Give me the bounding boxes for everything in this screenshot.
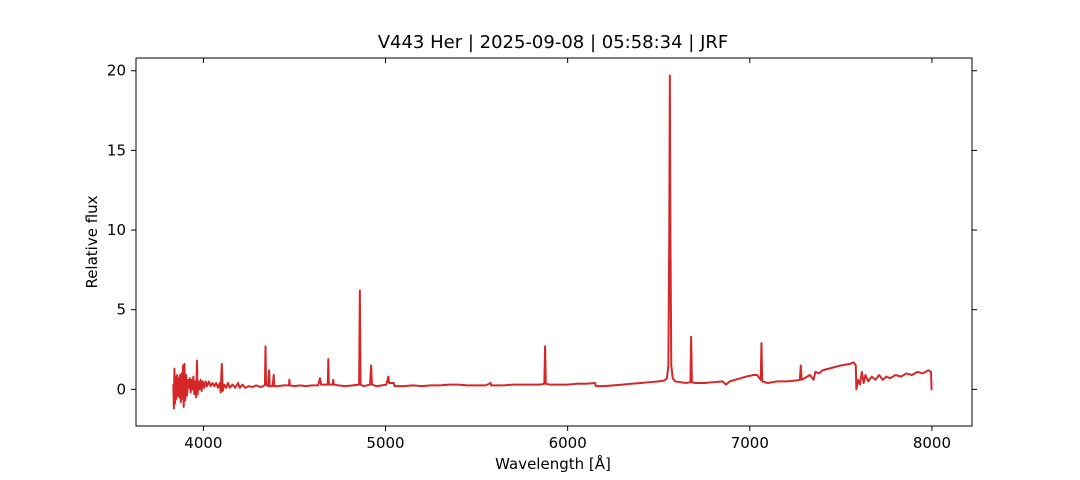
series-layer xyxy=(172,74,933,410)
y-tick-label: 15 xyxy=(107,141,126,159)
spectrum-line-0 xyxy=(172,74,933,410)
x-tick-label: 4000 xyxy=(184,434,222,452)
y-axis-label: Relative flux xyxy=(83,195,101,288)
y-axis-ticks: 0 5 10 15 20 xyxy=(107,62,977,398)
y-tick-label: 5 xyxy=(116,301,126,319)
x-axis-ticks: 4000 5000 6000 7000 8000 xyxy=(184,58,951,452)
x-tick-label: 5000 xyxy=(366,434,404,452)
x-axis-label: Wavelength [Å] xyxy=(495,454,611,473)
x-tick-label: 7000 xyxy=(731,434,769,452)
x-tick-label: 8000 xyxy=(913,434,951,452)
plot-frame xyxy=(135,57,973,427)
y-tick-label: 20 xyxy=(107,62,126,80)
x-tick-label: 6000 xyxy=(549,434,587,452)
y-tick-label: 10 xyxy=(107,221,126,239)
chart-title: V443 Her | 2025-09-08 | 05:58:34 | JRF xyxy=(378,32,729,53)
y-tick-label: 0 xyxy=(116,380,126,398)
